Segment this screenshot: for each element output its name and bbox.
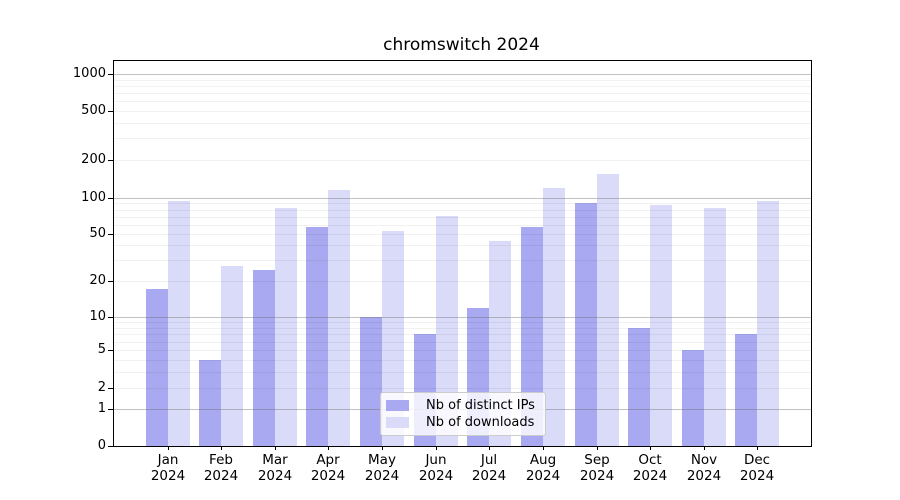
y-tick-mark bbox=[108, 409, 114, 410]
x-tick-label: May 2024 bbox=[364, 452, 400, 484]
bar-ips-feb bbox=[199, 360, 222, 446]
x-tick-mark bbox=[328, 446, 329, 450]
bar-downloads-oct bbox=[650, 205, 673, 446]
x-tick-mark bbox=[757, 446, 758, 450]
legend-swatch-distinct-ips bbox=[386, 400, 409, 411]
x-tick-label: Feb 2024 bbox=[203, 452, 239, 484]
y-tick-mark bbox=[108, 74, 114, 75]
y-tick-label: 2 bbox=[97, 380, 106, 395]
x-tick-mark bbox=[597, 446, 598, 450]
y-tick-mark bbox=[108, 388, 114, 389]
bar-downloads-jan bbox=[167, 201, 190, 446]
legend-item-distinct-ips: Nb of distinct IPs bbox=[386, 397, 539, 414]
chart-title: chromswitch 2024 bbox=[383, 35, 540, 55]
y-tick-mark bbox=[108, 234, 114, 235]
y-tick-label: 50 bbox=[89, 226, 106, 241]
gridline-minor bbox=[114, 101, 811, 102]
gridline-minor bbox=[114, 80, 811, 81]
bar-ips-nov bbox=[681, 350, 704, 446]
y-tick-mark bbox=[108, 111, 114, 112]
bar-downloads-sep bbox=[596, 174, 619, 446]
bar-ips-may bbox=[360, 317, 383, 446]
bar-ips-oct bbox=[628, 328, 651, 446]
y-tick-mark bbox=[108, 446, 114, 447]
x-tick-mark bbox=[275, 446, 276, 450]
legend-item-downloads: Nb of downloads bbox=[386, 414, 539, 431]
plot-area: 0 1 2 5 10 20 50 100 200 500 1000 Jan 2024 Feb 2024 M… bbox=[73, 60, 812, 484]
y-tick-label: 1 bbox=[97, 401, 106, 416]
bar-downloads-nov bbox=[703, 208, 726, 446]
x-tick-label: Jan 2024 bbox=[150, 452, 186, 484]
y-tick-label: 1000 bbox=[72, 66, 106, 81]
legend: Nb of distinct IPs Nb of downloads bbox=[380, 392, 546, 436]
y-tick-mark bbox=[108, 281, 114, 282]
gridline-minor bbox=[114, 160, 811, 161]
bar-ips-apr bbox=[306, 227, 329, 446]
legend-label-distinct-ips: Nb of distinct IPs bbox=[426, 398, 535, 413]
x-tick-label: Apr 2024 bbox=[310, 452, 346, 484]
x-tick-mark bbox=[650, 446, 651, 450]
bar-ips-aug bbox=[520, 227, 543, 446]
gridline-minor bbox=[114, 123, 811, 124]
x-tick-mark bbox=[168, 446, 169, 450]
x-tick-label: Dec 2024 bbox=[739, 452, 775, 484]
bar-ips-sep bbox=[574, 203, 597, 446]
gridline-minor bbox=[114, 93, 811, 94]
x-tick-label: Jun 2024 bbox=[418, 452, 454, 484]
y-tick-label: 500 bbox=[81, 103, 106, 118]
bar-downloads-jun bbox=[435, 216, 458, 446]
y-tick-label: 0 bbox=[97, 438, 106, 453]
y-tick-mark bbox=[108, 198, 114, 199]
gridline-minor bbox=[114, 138, 811, 139]
y-tick-label: 20 bbox=[89, 273, 106, 288]
y-tick-mark bbox=[108, 160, 114, 161]
legend-swatch-downloads bbox=[386, 417, 409, 428]
bar-downloads-dec bbox=[757, 201, 780, 446]
legend-label-downloads: Nb of downloads bbox=[426, 415, 535, 430]
bar-downloads-mar bbox=[274, 208, 297, 446]
bar-ips-dec bbox=[735, 334, 758, 446]
gridline-minor bbox=[114, 86, 811, 87]
y-tick-label: 200 bbox=[81, 152, 106, 167]
gridline-major bbox=[114, 198, 811, 199]
x-tick-mark bbox=[382, 446, 383, 450]
x-tick-label: Mar 2024 bbox=[257, 452, 293, 484]
x-tick-label: Sep 2024 bbox=[579, 452, 615, 484]
gridline-minor bbox=[114, 203, 811, 204]
x-tick-label: Jul 2024 bbox=[471, 452, 507, 484]
x-tick-label: Oct 2024 bbox=[632, 452, 668, 484]
bar-downloads-feb bbox=[221, 266, 244, 446]
gridline-minor bbox=[114, 111, 811, 112]
bar-ips-jan bbox=[145, 289, 168, 446]
y-tick-label: 10 bbox=[89, 309, 106, 324]
bar-downloads-aug bbox=[542, 188, 565, 446]
bar-ips-mar bbox=[252, 270, 275, 446]
y-tick-mark bbox=[108, 350, 114, 351]
x-tick-mark bbox=[489, 446, 490, 450]
y-tick-mark bbox=[108, 317, 114, 318]
x-tick-mark bbox=[543, 446, 544, 450]
y-tick-label: 5 bbox=[97, 342, 106, 357]
x-tick-label: Aug 2024 bbox=[525, 452, 561, 484]
y-tick-label: 100 bbox=[81, 190, 106, 205]
x-tick-mark bbox=[221, 446, 222, 450]
x-tick-mark bbox=[704, 446, 705, 450]
bar-downloads-apr bbox=[328, 190, 351, 446]
x-tick-label: Nov 2024 bbox=[686, 452, 722, 484]
gridline-major bbox=[114, 74, 811, 75]
x-tick-mark bbox=[436, 446, 437, 450]
